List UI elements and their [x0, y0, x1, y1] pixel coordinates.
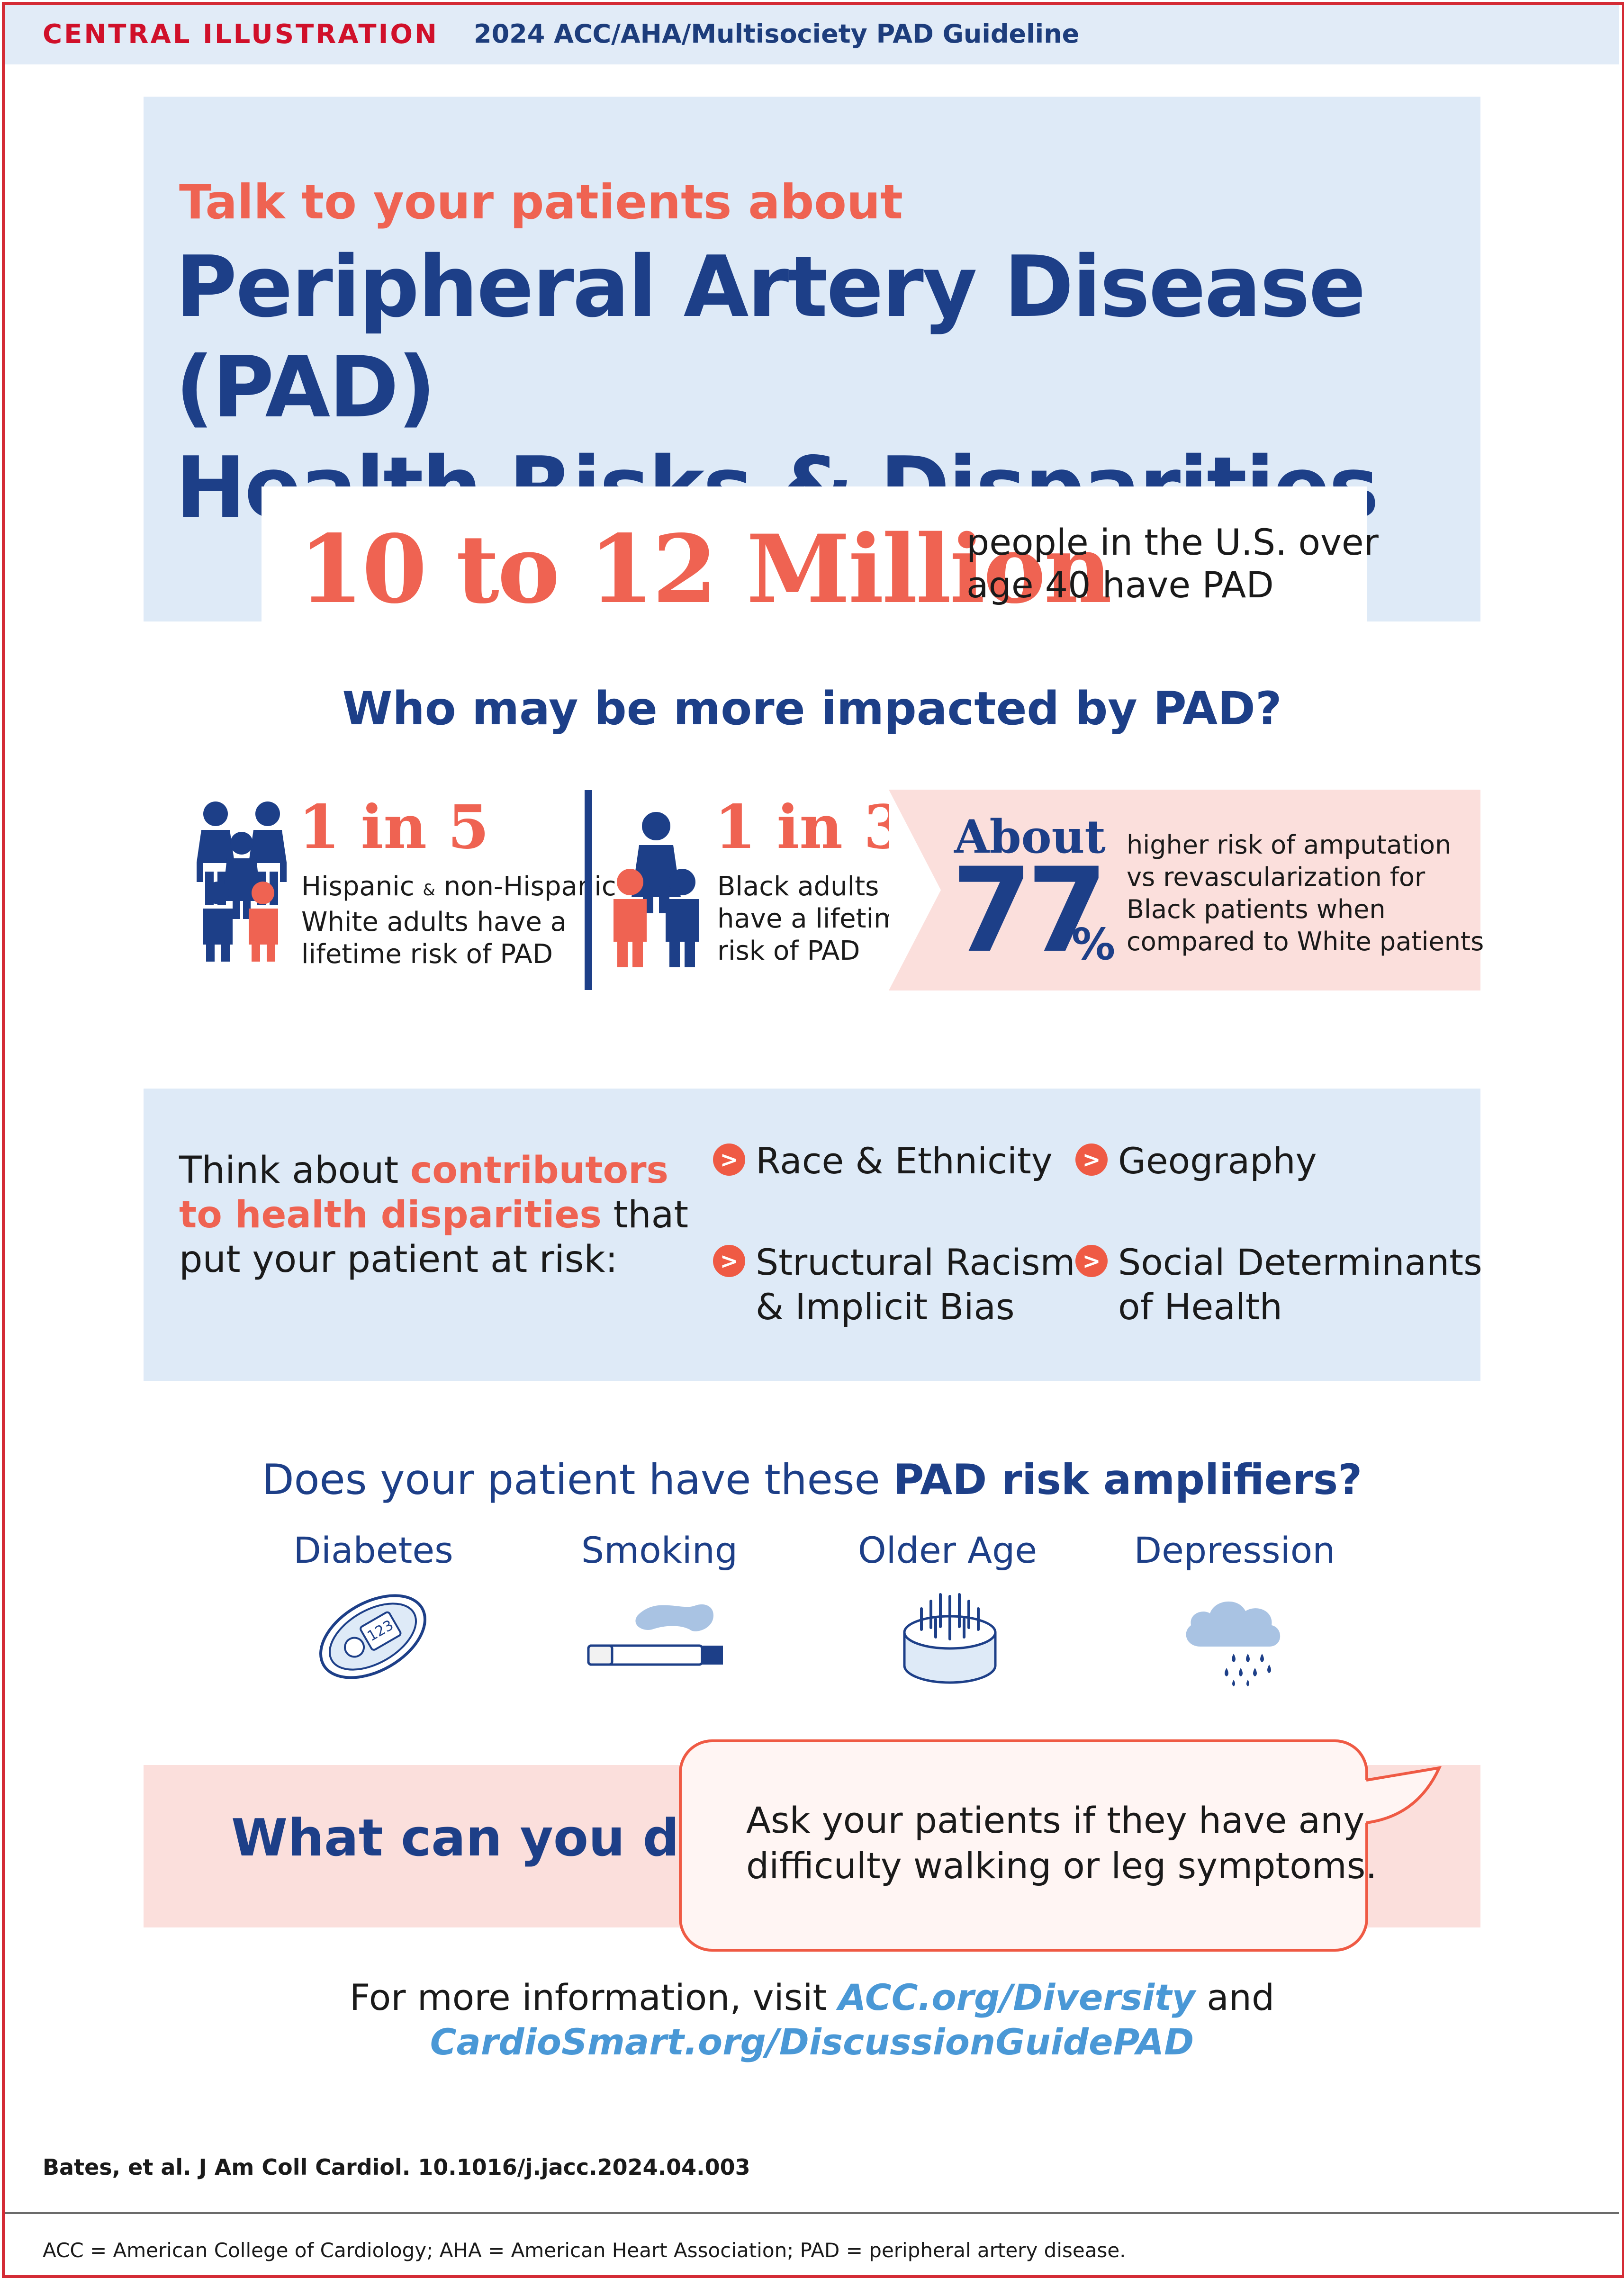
header-banner	[5, 5, 1619, 64]
prevalence-box	[262, 486, 1367, 621]
more-info-line2: CardioSmart.org/DiscussionGuidePAD	[0, 2020, 1624, 2064]
family-group-icon	[614, 812, 699, 967]
contributor-item: > Geography	[1075, 1139, 1317, 1183]
stat3-text-line2: vs revascularization for	[1127, 862, 1426, 892]
speech-bubble	[679, 1739, 1368, 1952]
chevron-right-icon: >	[1075, 1245, 1108, 1277]
acc-diversity-link[interactable]: ACC.org/Diversity	[838, 1976, 1196, 2018]
contributor-label: Social Determinants of Health	[1118, 1241, 1482, 1328]
stat2-text-line3: risk of PAD	[717, 936, 860, 966]
prevalence-text: people in the U.S. over age 40 have PAD	[966, 521, 1379, 606]
contributors-panel	[144, 1089, 1480, 1381]
stat1-text-line2: White adults have a	[301, 907, 567, 937]
birthday-cake-icon	[903, 1593, 997, 1684]
stat2-text-line1: Black adults	[717, 871, 879, 902]
action-text: Ask your patients if they have any diffi…	[746, 1798, 1377, 1889]
stat3-percent: %	[1072, 919, 1116, 970]
contributors-highlight: contributors to health disparities	[179, 1149, 668, 1236]
amplifiers-question: Does your patient have these PAD risk am…	[262, 1455, 1362, 1504]
footer-divider	[5, 2212, 1619, 2214]
chevron-right-icon: >	[1075, 1144, 1108, 1176]
amplifier-label-depression: Depression	[1134, 1529, 1335, 1571]
contributors-lead: Think about contributors to health dispa…	[179, 1149, 689, 1281]
contributor-label: Geography	[1118, 1140, 1317, 1182]
hero-title-line1: Peripheral Artery Disease (PAD)	[175, 238, 1366, 436]
speech-bubble-tail	[1365, 1766, 1442, 1824]
family-group-icon	[197, 801, 287, 962]
chevron-right-icon: >	[713, 1245, 745, 1277]
stat3-about: About	[954, 810, 1106, 864]
stat2-text-line2: have a lifetime	[717, 903, 916, 934]
contributor-item: > Structural Racism & Implicit Bias	[713, 1240, 1075, 1329]
amplifier-label-diabetes: Diabetes	[293, 1529, 453, 1571]
cigarette-icon	[587, 1604, 723, 1666]
stat3-text-line1: higher risk of amputation	[1127, 830, 1452, 860]
cardiosmart-link[interactable]: CardioSmart.org/DiscussionGuidePAD	[430, 2021, 1194, 2063]
stat1-text-line3: lifetime risk of PAD	[301, 939, 553, 970]
stat3-text: higher risk of amputation vs revasculari…	[1127, 829, 1484, 958]
stat3-number: 77	[951, 843, 1108, 979]
hero-kicker: Talk to your patients about	[179, 174, 903, 230]
central-illustration-tag: CENTRAL ILLUSTRATION	[43, 19, 439, 50]
stat1-number: 1 in 5	[298, 792, 489, 862]
amplifier-label-smoking: Smoking	[581, 1529, 738, 1571]
prevalence-text-line2: age 40 have PAD	[966, 564, 1274, 606]
action-text-line2: difficulty walking or leg symptoms.	[746, 1845, 1377, 1887]
prevalence-text-line1: people in the U.S. over	[966, 521, 1379, 563]
stat2-number: 1 in 3	[714, 792, 905, 862]
more-info-line1: For more information, visit ACC.org/Dive…	[349, 1976, 1275, 2018]
rain-cloud-icon	[1186, 1601, 1281, 1686]
stat3-text-line3: Black patients when	[1127, 894, 1386, 924]
citation: Bates, et al. J Am Coll Cardiol. 10.1016…	[43, 2154, 750, 2180]
contributor-item: > Social Determinants of Health	[1075, 1240, 1482, 1329]
stat-divider	[585, 790, 592, 990]
amputation-stat-panel	[889, 790, 1480, 990]
contributor-item: > Race & Ethnicity	[713, 1139, 1053, 1183]
stat1-text-line1: Hispanic & non-Hispanic	[301, 871, 616, 902]
contributor-label: Race & Ethnicity	[756, 1140, 1053, 1182]
action-text-line1: Ask your patients if they have any	[746, 1799, 1365, 1841]
glucose-meter-icon: 123	[319, 1594, 426, 1679]
stat3-text-line4: compared to White patients	[1127, 927, 1484, 956]
prevalence-number: 10 to 12 Million	[298, 514, 1112, 624]
abbreviation-footnote: ACC = American College of Cardiology; AH…	[43, 2239, 1126, 2262]
chevron-right-icon: >	[713, 1144, 745, 1176]
guideline-title: 2024 ACC/AHA/Multisociety PAD Guideline	[474, 19, 1080, 49]
stat2-text: Black adults have a lifetime risk of PAD	[717, 871, 916, 967]
action-title: What can you do?	[231, 1809, 744, 1868]
contributor-label: Structural Racism & Implicit Bias	[756, 1241, 1075, 1328]
panel-notch	[889, 790, 941, 990]
impact-heading: Who may be more impacted by PAD?	[342, 682, 1282, 735]
stat1-text: Hispanic & non-Hispanic White adults hav…	[301, 871, 616, 971]
amplifier-label-older-age: Older Age	[857, 1529, 1038, 1571]
